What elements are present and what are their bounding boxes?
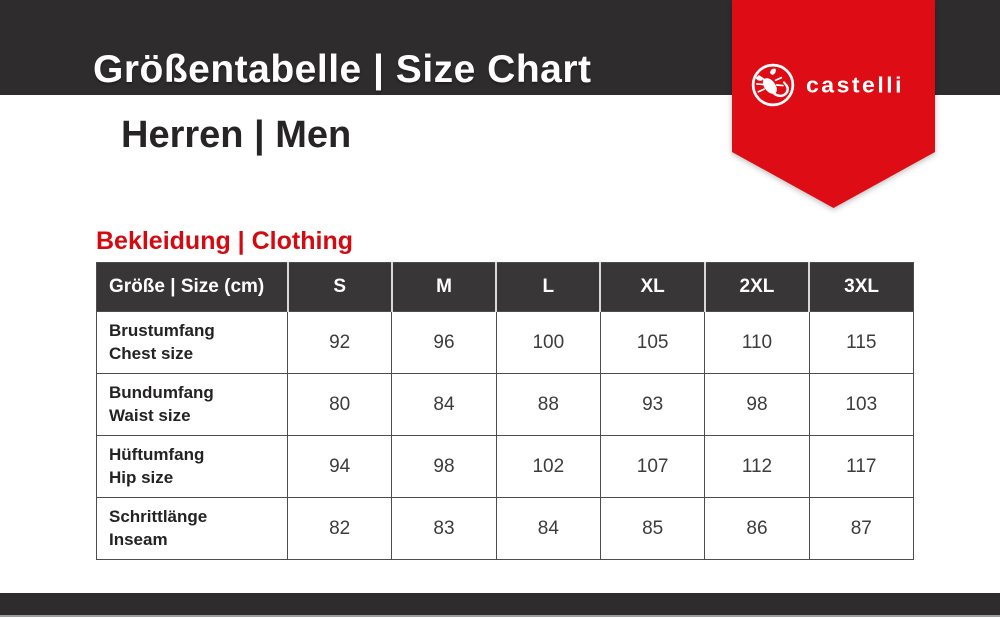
table-head: Größe | Size (cm) S M L XL 2XL 3XL — [96, 262, 914, 312]
size-value-cell: 88 — [495, 373, 601, 436]
size-value-cell: 115 — [808, 311, 914, 374]
size-value-cell: 87 — [808, 497, 914, 560]
size-value-cell: 93 — [599, 373, 706, 436]
column-header-M: M — [390, 262, 497, 312]
row-label: Schrittlänge Inseam — [96, 497, 288, 560]
size-value-cell: 84 — [495, 497, 601, 560]
column-header-size-label: Größe | Size (cm) — [96, 262, 288, 312]
column-header-L: L — [495, 262, 601, 312]
row-label: Brustumfang Chest size — [96, 311, 288, 374]
table-header-row: Größe | Size (cm) S M L XL 2XL 3XL — [96, 262, 914, 312]
size-value-cell: 86 — [704, 497, 810, 560]
brand-wordmark: castelli — [806, 72, 904, 97]
table-body: Brustumfang Chest size 92 96 100 105 110 115 Bun… — [96, 311, 914, 560]
size-value-cell: 98 — [704, 373, 810, 436]
size-value-cell: 105 — [599, 311, 706, 374]
size-value-cell: 100 — [495, 311, 601, 374]
brand-ribbon — [732, 0, 935, 208]
castelli-logo: castelli — [750, 61, 920, 109]
size-value-cell: 92 — [286, 311, 393, 374]
size-value-cell: 117 — [808, 435, 914, 498]
table-row: Brustumfang Chest size 92 96 100 105 110 115 — [96, 311, 914, 374]
size-value-cell: 112 — [704, 435, 810, 498]
row-label: Bundumfang Waist size — [96, 373, 288, 436]
size-value-cell: 96 — [391, 311, 497, 374]
size-value-cell: 80 — [286, 373, 393, 436]
size-value-cell: 84 — [391, 373, 497, 436]
row-label: Hüftumfang Hip size — [96, 435, 288, 498]
page-title: Größentabelle | Size Chart — [93, 48, 592, 91]
scorpion-in-circle-icon — [751, 63, 795, 107]
column-header-3XL: 3XL — [808, 262, 914, 312]
column-header-S: S — [286, 262, 392, 312]
size-value-cell: 103 — [808, 373, 914, 436]
size-chart-table: Größe | Size (cm) S M L XL 2XL 3XL Brustumfang… — [96, 262, 914, 560]
table-row: Bundumfang Waist size 80 84 88 93 98 103 — [96, 373, 914, 436]
size-value-cell: 107 — [599, 435, 706, 498]
section-title: Bekleidung | Clothing — [96, 227, 353, 255]
size-value-cell: 94 — [286, 435, 393, 498]
size-value-cell: 98 — [391, 435, 497, 498]
column-header-XL: XL — [599, 262, 705, 312]
bottom-footer-band — [0, 593, 1000, 617]
size-value-cell: 110 — [704, 311, 810, 374]
column-header-2XL: 2XL — [703, 262, 810, 312]
page-subtitle: Herren | Men — [121, 114, 352, 156]
size-value-cell: 102 — [495, 435, 601, 498]
size-value-cell: 82 — [286, 497, 393, 560]
table-row: Hüftumfang Hip size 94 98 102 107 112 117 — [96, 435, 914, 498]
size-value-cell: 85 — [599, 497, 706, 560]
table-row: Schrittlänge Inseam 82 83 84 85 86 87 — [96, 497, 914, 560]
size-value-cell: 83 — [391, 497, 497, 560]
